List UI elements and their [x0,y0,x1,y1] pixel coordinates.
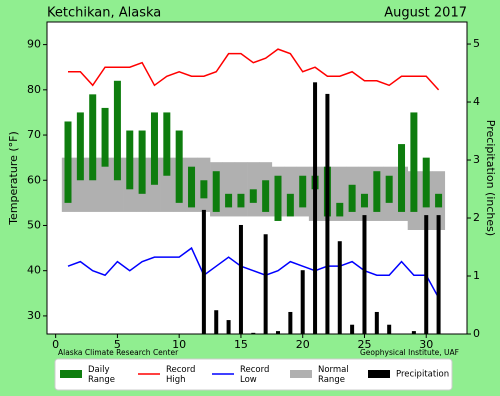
daily-range-bar [286,193,294,217]
daily-range-bar [76,112,84,181]
daily-range-bar [188,166,196,208]
y-tick-label: 60 [27,173,41,186]
legend-items: Daily Range Record High Record Low Normal Range… [60,365,449,385]
precip-bar [288,311,293,334]
daily-range-bar [422,157,430,208]
y2-tick-label: 3 [473,153,480,166]
daily-range-bar [101,107,109,167]
y-tick-label: 30 [27,309,41,322]
y2-axis-label: Precipitation (inches) [484,120,497,236]
y-tick-label: 50 [27,218,41,231]
precip-bar [276,331,280,334]
legend-swatch [60,370,82,378]
y2-tick-label: 4 [473,95,480,108]
daily-range-bar [262,180,270,212]
legend-swatch [368,370,390,378]
precip-bar [325,93,330,334]
footnote: Geophysical Institute, UAF [360,348,459,357]
daily-range-bar [373,171,381,212]
precip-bar [251,332,256,334]
legend-label: Daily Range [88,365,115,385]
x-tick-label: 5 [114,338,121,351]
legend-swatch [290,370,312,378]
precip-bar [436,215,441,334]
y-tick-label: 90 [27,38,41,51]
daily-range-bar [398,144,406,212]
chart-subtitle: August 2017 [384,6,467,21]
normal-range [98,157,112,212]
plot-frame [46,21,468,335]
x-tick-label: 20 [296,338,310,351]
precip-bar [424,215,429,334]
daily-range-bar [299,175,307,208]
x-tick-label: 30 [419,338,433,351]
legend-label: Record High [166,365,195,385]
x-tick-label: 10 [172,338,186,351]
daily-range-bar [113,80,121,181]
precip-bar [337,241,342,334]
precip-bar [214,310,219,334]
plot [61,48,446,334]
daily-range-bar [360,193,368,208]
precip-bar [374,311,379,334]
precip-bar [387,324,392,334]
daily-range-bar [138,130,146,194]
daily-range-bar [249,189,257,203]
precip-bar [263,234,268,334]
precip-bar [238,224,243,334]
daily-range-bar [410,112,418,212]
normal-range [234,162,248,217]
daily-range-bar [435,193,443,208]
legend-label: Normal Range [318,365,349,385]
daily-range-bar [163,112,171,176]
y2-tick-label: 5 [473,37,480,50]
precip-bar [201,209,206,334]
precip-bar [226,320,231,334]
precip-bar [313,82,318,334]
precip-bar [362,215,367,334]
daily-range-bar [64,121,72,203]
daily-range-bar [126,130,134,190]
normal-range [222,162,236,217]
daily-range-bar [385,175,393,203]
daily-range-bar [200,180,208,199]
x-tick-label: 15 [234,338,248,351]
precip-bar [350,324,355,334]
daily-range-bar [274,175,282,221]
record-line [68,48,440,91]
legend [54,358,453,391]
chart-title: Ketchikan, Alaska [47,6,161,21]
legend-label: Record Low [240,365,269,385]
y-tick-label: 80 [27,83,41,96]
daily-range-bar [348,184,356,212]
record-line [67,246,440,299]
footnote: Alaska Climate Research Center [58,348,179,357]
daily-range-bar [237,193,245,208]
legend-label: Precipitation [396,370,449,380]
precip-bar [411,331,416,334]
y2-tick-label: 0 [473,327,480,340]
precip-bar [300,270,305,334]
daily-range-bar [212,171,220,212]
y2-tick-label: 1 [473,269,480,282]
y-axis-label: Temperature (°F) [7,131,20,226]
daily-range-bar [225,193,233,208]
x-tick-label: 25 [357,338,371,351]
y-tick-label: 40 [27,264,41,277]
y2-tick-label: 2 [473,211,480,224]
x-tick-label: 0 [52,338,59,351]
y-tick-label: 70 [27,128,41,141]
daily-range-bar [336,202,344,217]
daily-range-bar [150,112,158,185]
daily-range-bar [89,94,97,181]
daily-range-bar [175,130,183,203]
